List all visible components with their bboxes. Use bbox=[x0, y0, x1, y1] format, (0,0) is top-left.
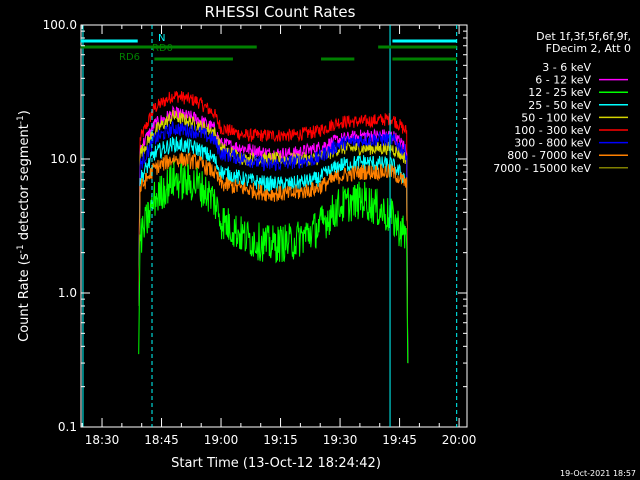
y-axis-label: Count Rate (s-1 detector segment-1) bbox=[16, 110, 32, 342]
legend-header-line-2: FDecim 2, Att 0 bbox=[546, 42, 631, 55]
y-axis-label-superscript: -1 bbox=[16, 244, 26, 253]
y-axis-label-part: detector segment bbox=[17, 124, 32, 244]
legend: Det 1f,3f,5f,6f,9f, FDecim 2, Att 0 3 - … bbox=[493, 30, 631, 175]
x-axis-label: Start Time (13-Oct-12 18:24:42) bbox=[171, 456, 381, 471]
generation-timestamp: 19-Oct-2021 18:57 bbox=[560, 469, 636, 478]
legend-label: 6 - 12 keV bbox=[535, 74, 591, 87]
series-curves bbox=[138, 91, 409, 387]
legend-label: 3 - 6 keV bbox=[542, 61, 591, 74]
flag-label-rd0: RD0 bbox=[152, 43, 173, 54]
legend-header-line-1: Det 1f,3f,5f,6f,9f, bbox=[536, 30, 631, 43]
chart-title: RHESSI Count Rates bbox=[205, 3, 356, 21]
y-axis-label-part: ) bbox=[17, 110, 32, 115]
y-tick-label: 10.0 bbox=[50, 152, 77, 166]
x-axis-ticks: 18:30 18:45 19:00 19:15 19:30 19:45 20:00 bbox=[81, 25, 477, 447]
x-tick-label: 19:15 bbox=[263, 433, 298, 447]
y-axis-ticks: 0.1 1.0 10.0 100.0 bbox=[43, 18, 467, 434]
series-line-25-50kev bbox=[138, 136, 409, 364]
y-tick-label: 1.0 bbox=[58, 286, 77, 300]
x-tick-label: 18:45 bbox=[144, 433, 179, 447]
legend-label: 12 - 25 keV bbox=[528, 86, 591, 99]
legend-label: 50 - 100 keV bbox=[521, 111, 591, 124]
x-tick-label: 19:30 bbox=[323, 433, 358, 447]
x-tick-label: 19:45 bbox=[382, 433, 417, 447]
series-line-300-800kev bbox=[138, 121, 409, 364]
x-tick-label: 20:00 bbox=[442, 433, 477, 447]
legend-label: 800 - 7000 keV bbox=[507, 149, 591, 162]
flag-label-rd6: RD6 bbox=[119, 52, 140, 63]
x-tick-label: 19:00 bbox=[204, 433, 239, 447]
x-tick-label: 18:30 bbox=[85, 433, 120, 447]
legend-label: 100 - 300 keV bbox=[514, 124, 591, 137]
y-axis-label-superscript: -1 bbox=[16, 115, 26, 124]
series-line-50-100kev bbox=[138, 110, 409, 364]
legend-label: 7000 - 15000 keV bbox=[493, 162, 591, 175]
y-axis-label-part: Count Rate (s bbox=[17, 253, 32, 342]
y-tick-label: 100.0 bbox=[43, 18, 77, 32]
series-line-100-300kev bbox=[138, 91, 409, 364]
y-tick-label: 0.1 bbox=[58, 420, 77, 434]
flag-label-n: N bbox=[158, 33, 165, 44]
series-line-12-25kev bbox=[138, 161, 409, 364]
plot-frame bbox=[80, 24, 468, 428]
legend-label: 25 - 50 keV bbox=[528, 99, 591, 112]
series-line-800-7000kev bbox=[138, 151, 409, 364]
attenuator-lines bbox=[82, 25, 458, 427]
legend-label: 300 - 800 keV bbox=[514, 137, 591, 150]
